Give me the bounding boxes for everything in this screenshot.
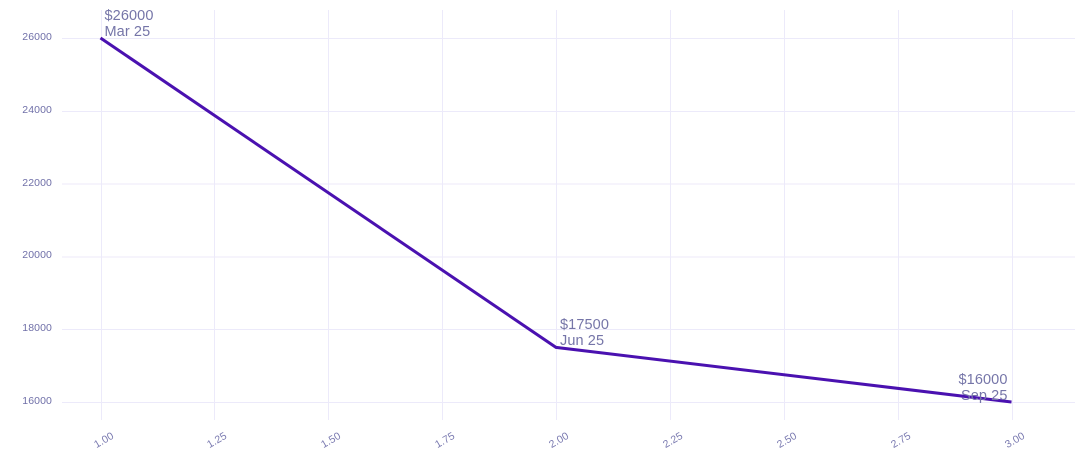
y-axis-tick-label: 16000 [22,395,52,407]
data-point-annotation: $17500 Jun 25 [560,317,609,349]
data-point-annotation: $16000 Sep 25 [959,372,1008,404]
y-axis-tick-label: 26000 [22,31,52,43]
annotation-value: $16000 [958,372,1008,388]
annotation-label: Jun 25 [560,333,605,350]
annotation-label: Mar 25 [104,24,151,40]
horizontal-gridlines [62,38,1075,403]
y-axis-tick-label: 20000 [22,249,52,262]
data-point-annotation: $26000 Mar 25 [105,8,154,40]
y-axis-tick-label: 24000 [22,103,52,116]
vertical-gridlines [101,10,1013,420]
y-axis-tick-label: 22000 [22,176,52,189]
annotation-value: $17500 [560,317,609,334]
annotation-value: $26000 [104,8,154,24]
annotation-label: Sep 25 [960,388,1008,404]
series-lines [99,36,1012,404]
y-axis-tick-label: 18000 [22,322,52,335]
series-line [99,36,1012,404]
